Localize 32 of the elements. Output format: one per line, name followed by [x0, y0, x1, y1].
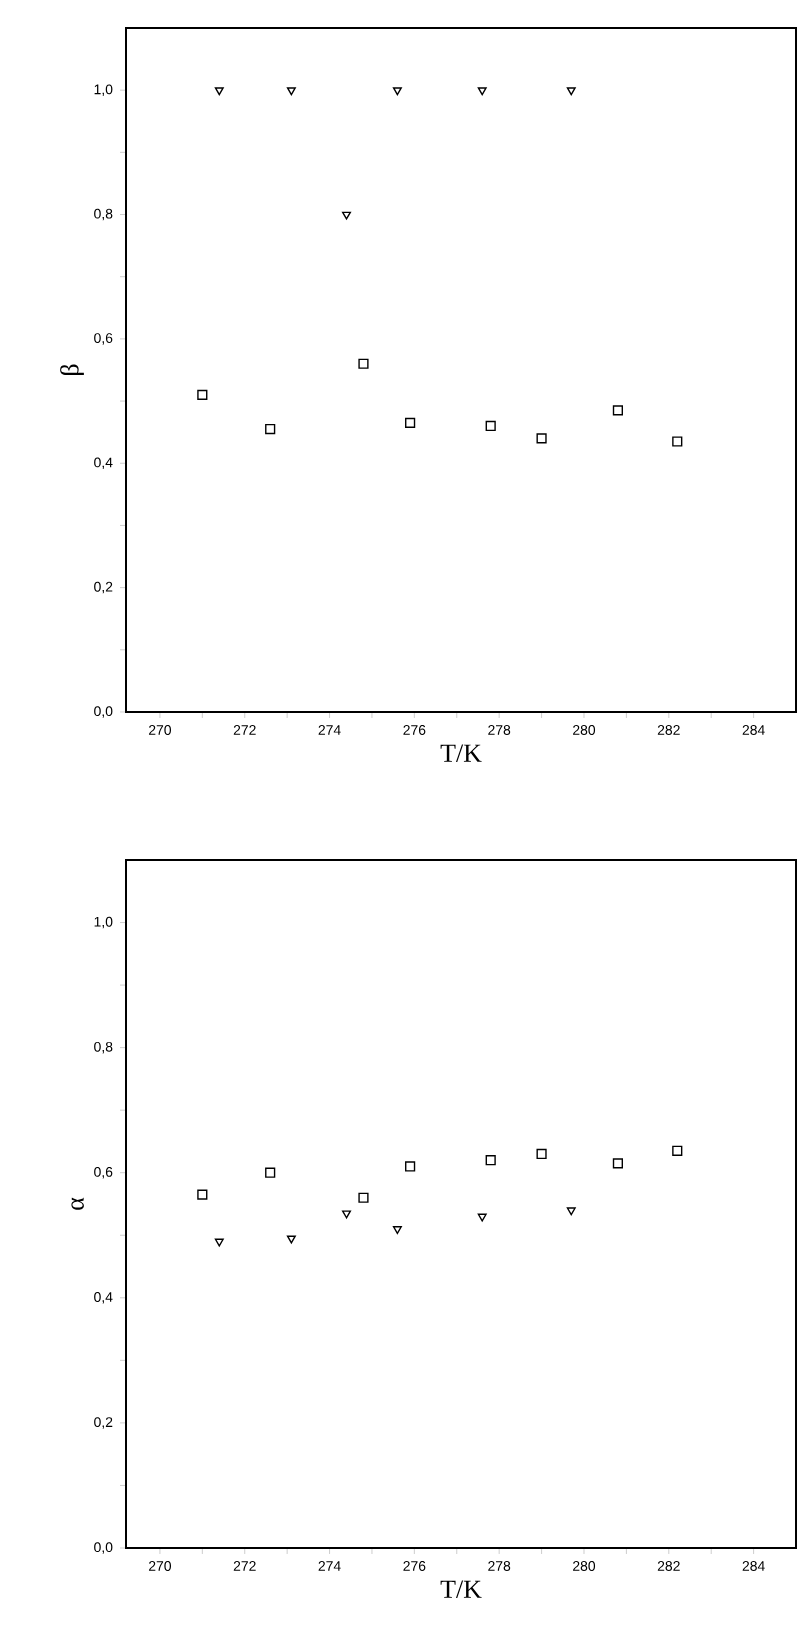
point: [485, 1155, 496, 1166]
point: [197, 389, 208, 400]
point: [477, 87, 487, 96]
point: [358, 358, 369, 369]
point: [536, 1148, 547, 1160]
x-axis-title: T/K: [440, 744, 482, 762]
point: [536, 433, 547, 444]
y-axis-title: β: [60, 364, 84, 375]
point: [477, 1213, 487, 1222]
point: [672, 436, 683, 447]
point: [485, 420, 496, 432]
point: [405, 1161, 416, 1172]
point: [405, 417, 416, 428]
point: [286, 87, 296, 96]
point: [197, 1189, 208, 1200]
point: [612, 1158, 623, 1169]
point: [214, 1238, 224, 1247]
point: [265, 1167, 276, 1178]
x-axis-title: T/K: [440, 1580, 482, 1598]
point: [214, 87, 224, 96]
point: [342, 211, 352, 220]
point: [612, 405, 623, 416]
y-axis-title: α: [71, 1197, 84, 1210]
point: [342, 1210, 352, 1219]
point: [392, 87, 402, 96]
point: [265, 423, 276, 435]
point: [392, 1226, 402, 1235]
point: [672, 1145, 683, 1156]
point: [566, 1207, 576, 1216]
point: [286, 1235, 296, 1244]
point: [566, 87, 576, 96]
point: [358, 1192, 369, 1203]
